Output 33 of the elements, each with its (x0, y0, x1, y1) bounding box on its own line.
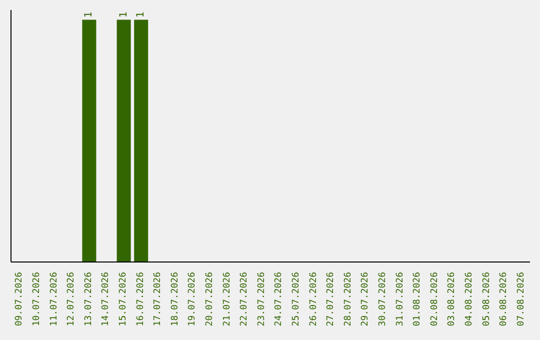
x-tick-label: 15.07.2026 (118, 272, 128, 326)
x-tick-label: 31.07.2026 (395, 272, 406, 326)
x-tick-label: 11.07.2026 (49, 272, 60, 326)
x-tick-label: 18.07.2026 (170, 272, 180, 326)
x-tick-label: 09.07.2026 (14, 272, 25, 326)
x-tick-label: 22.07.2026 (240, 272, 250, 326)
x-tick-label: 21.07.2026 (222, 272, 232, 326)
x-tick-label: 24.07.2026 (274, 272, 284, 326)
x-tick-label: 25.07.2026 (291, 272, 302, 326)
x-tick-label: 27.07.2026 (326, 272, 336, 326)
x-tick-label: 06.08.2026 (499, 272, 510, 326)
x-tick-label: 07.08.2026 (516, 272, 526, 326)
x-tick-label: 23.07.2026 (256, 272, 267, 326)
data-label: 1 (118, 12, 130, 18)
data-label: 1 (136, 12, 147, 18)
x-tick-label: 17.07.2026 (153, 272, 164, 326)
x-tick-label: 12.07.2026 (66, 272, 77, 326)
x-tick-label: 20.07.2026 (204, 272, 215, 326)
x-tick-label: 05.08.2026 (482, 272, 492, 326)
x-tick-label: 28.07.2026 (343, 272, 354, 326)
x-tick-label: 30.07.2026 (378, 272, 388, 326)
x-tick-label: 14.07.2026 (101, 272, 112, 326)
x-tick-label: 19.07.2026 (188, 272, 198, 326)
x-tick-label: 03.08.2026 (447, 272, 458, 326)
x-tick-label: 01.08.2026 (412, 272, 423, 326)
x-tick-label: 29.07.2026 (360, 272, 371, 326)
x-tick-label: 13.07.2026 (84, 272, 94, 326)
x-tick-label: 04.08.2026 (464, 272, 474, 326)
x-tick-label: 16.07.2026 (136, 272, 146, 326)
x-tick-label: 26.07.2026 (308, 272, 319, 326)
x-tick-label: 02.08.2026 (430, 272, 440, 326)
data-label: 1 (84, 12, 95, 18)
x-tick-label: 10.07.2026 (32, 272, 42, 326)
